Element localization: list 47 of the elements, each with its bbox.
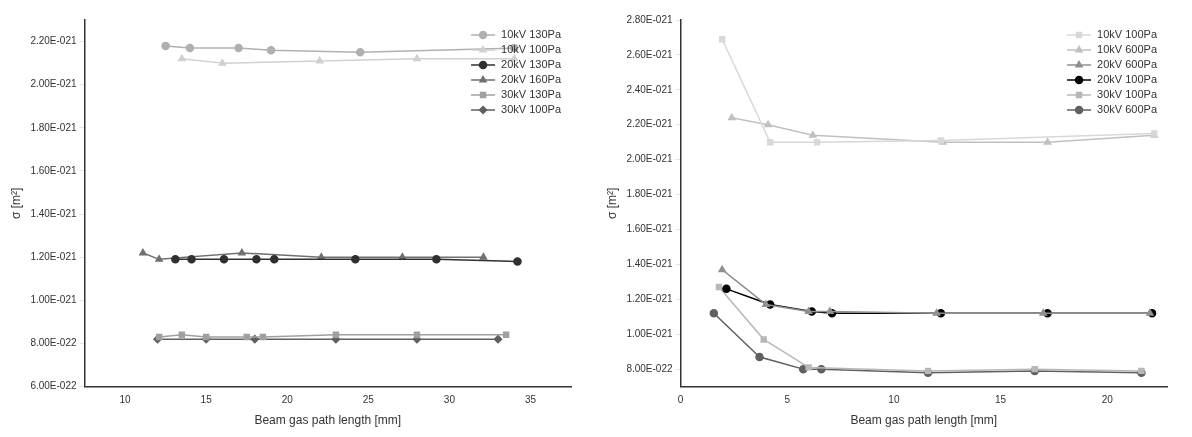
y-tick-label: 2.40E-021 xyxy=(626,83,673,95)
y-axis-title: σ [m²] xyxy=(8,187,23,219)
y-tick-label: 1.00E-021 xyxy=(30,294,77,306)
x-tick-label: 20 xyxy=(281,394,294,406)
y-tick-label: 8.00E-022 xyxy=(626,362,673,374)
y-tick-label: 1.60E-021 xyxy=(626,223,673,235)
legend-label: 30kV 600Pa xyxy=(1097,103,1158,116)
y-tick-label: 2.20E-021 xyxy=(626,118,673,130)
x-axis-title: Beam gas path length [mm] xyxy=(254,413,402,428)
y-tick-label: 1.20E-021 xyxy=(30,250,77,262)
y-tick-label: 1.20E-021 xyxy=(626,293,673,305)
legend-label: 30kV 100Pa xyxy=(501,103,562,116)
legend-label: 30kV 130Pa xyxy=(501,88,562,101)
x-tick-label: 10 xyxy=(119,394,132,406)
y-axis-title: σ [m²] xyxy=(604,187,619,219)
y-tick-label: 1.40E-021 xyxy=(626,258,673,270)
y-tick-label: 6.00E-022 xyxy=(30,380,77,392)
legend-label: 30kV 100Pa xyxy=(1097,88,1158,101)
y-tick-label: 2.80E-021 xyxy=(626,13,673,25)
y-tick-label: 1.00E-021 xyxy=(626,327,673,339)
y-tick-label: 2.20E-021 xyxy=(30,35,77,47)
legend-label: 10kV 130Pa xyxy=(501,28,562,41)
legend-label: 10kV 600Pa xyxy=(1097,43,1158,56)
x-tick-label: 35 xyxy=(524,394,537,406)
x-tick-label: 10 xyxy=(888,394,900,406)
y-tick-label: 1.40E-021 xyxy=(30,207,77,219)
legend-label: 20kV 100Pa xyxy=(1097,73,1158,86)
y-tick-label: 1.80E-021 xyxy=(626,188,673,200)
legend-label: 20kV 600Pa xyxy=(1097,58,1158,71)
y-tick-label: 8.00E-022 xyxy=(30,337,77,349)
y-tick-label: 1.60E-021 xyxy=(30,164,77,176)
y-tick-label: 1.80E-021 xyxy=(30,121,77,133)
x-axis-title: Beam gas path length [mm] xyxy=(850,413,998,428)
x-tick-label: 30 xyxy=(443,394,456,406)
x-tick-label: 15 xyxy=(200,394,213,406)
legend-label: 10kV 100Pa xyxy=(1097,28,1158,41)
x-tick-label: 25 xyxy=(362,394,375,406)
y-tick-label: 2.00E-021 xyxy=(626,153,673,165)
x-tick-label: 5 xyxy=(784,394,791,406)
y-tick-label: 2.00E-021 xyxy=(30,78,77,90)
legend-label: 20kV 160Pa xyxy=(501,73,562,86)
legend-label: 10kV 100Pa xyxy=(501,43,562,56)
x-tick-label: 15 xyxy=(995,394,1007,406)
y-tick-label: 2.60E-021 xyxy=(626,48,673,60)
x-tick-label: 0 xyxy=(677,394,684,406)
legend-label: 20kV 130Pa xyxy=(501,58,562,71)
x-tick-label: 20 xyxy=(1101,394,1114,406)
